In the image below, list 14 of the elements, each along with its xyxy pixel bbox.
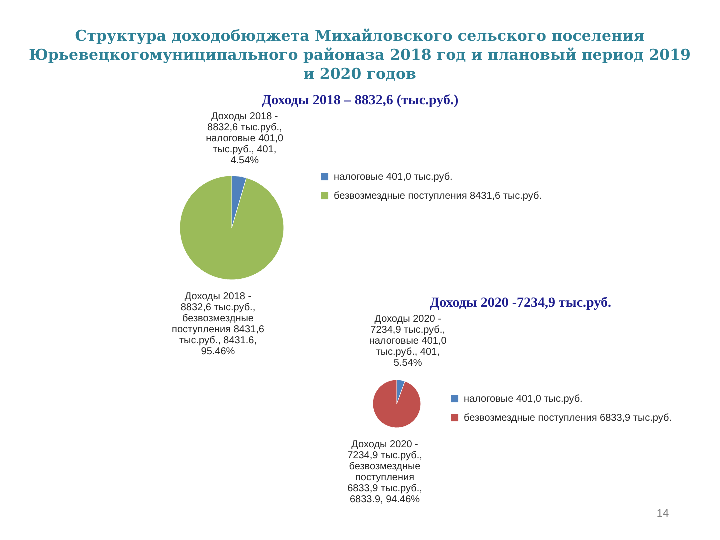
data-label: Доходы 2020 - 7234,9 тыс.руб., безвозмездные поступления 6833,9 тыс.руб., 6833.9, 94.46% [348,440,422,506]
chart-title: Доходы 2018 – 8832,6 (тыс.руб.) [262,93,459,108]
text: Структура доходобюджета Михайловского сельского поселения Юрьевецкогомуниципального районаза 2018 год и плановый период 2019 и 2020 годов [29,27,691,83]
legend-label: налоговые 401,0 тыс.руб. [334,172,453,183]
pie-slice [372,380,422,428]
text: 14 [656,508,670,520]
pie-slice [180,176,284,280]
data-label: Доходы 2018 - 8832,6 тыс.руб., налоговые 401,0 тыс.руб., 401, 4.54% [206,111,284,166]
legend-label: налоговые 401,0 тыс.руб. [464,394,583,405]
chart-title: Доходы 2020 -7234,9 тыс.руб. [430,296,612,311]
data-label: Доходы 2020 - 7234,9 тыс.руб., налоговые 401,0 тыс.руб., 401, 5.54% [369,314,448,370]
legend-label: безвозмездные поступления 8431,6 тыс.руб. [334,191,542,202]
legend-label: безвозмездные поступления 6833,9 тыс.руб. [464,413,672,424]
data-label: Доходы 2018 - 8832,6 тыс.руб., безвозмездные поступления 8431,6 тыс.руб., 8431.6, 95.46% [172,291,265,358]
